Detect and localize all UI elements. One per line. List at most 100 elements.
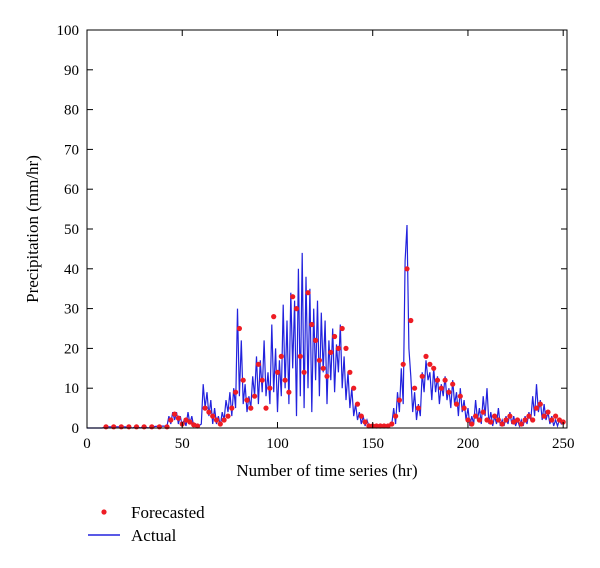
forecasted-point [419,373,425,379]
y-axis-label: Precipitation (mm/hr) [23,155,42,303]
forecasted-point [217,421,223,427]
x-tick-label: 100 [266,436,289,452]
forecasted-point [278,353,284,359]
forecasted-point [229,405,235,411]
y-tick-label: 10 [64,381,79,397]
forecasted-point [126,424,132,430]
forecasted-point [427,361,433,367]
y-tick-label: 80 [64,103,79,119]
forecasted-point [473,413,479,419]
forecasted-point [290,294,296,300]
forecasted-point [381,423,387,429]
forecasted-point [175,415,181,421]
forecasted-point [271,314,277,320]
forecasted-point [328,349,334,355]
forecasted-point [244,397,250,403]
forecasted-point [297,353,303,359]
forecasted-point [309,321,315,328]
y-tick-label: 20 [64,341,79,357]
plot-area [87,224,566,430]
x-axis-label: Number of time series (hr) [236,461,417,480]
forecasted-point [526,413,532,419]
forecasted-point [301,369,307,375]
forecasted-point [503,417,509,423]
legend-forecasted-marker [101,509,107,515]
forecasted-point [202,405,208,411]
forecasted-point [164,424,170,430]
forecasted-point [339,325,345,332]
forecasted-point [194,423,201,429]
forecasted-point [351,385,357,391]
plot-frame [86,29,568,429]
forecasted-point [320,365,326,371]
actual-series-line [87,224,564,429]
forecasted-point [149,424,155,430]
forecasted-point [412,385,418,391]
y-tick-label: 30 [64,302,79,318]
forecasted-point [259,377,265,383]
legend-forecasted-label: Forecasted [131,503,205,522]
forecasted-point [480,409,486,415]
forecasted-point [332,333,338,340]
forecasted-point [133,424,140,430]
forecasted-point [286,389,292,395]
y-tick-label: 60 [64,182,79,198]
forecasted-point [240,377,246,383]
forecasted-point [282,377,288,383]
forecasted-point [450,381,456,387]
forecasted-point [465,417,471,423]
forecasted-point [488,419,494,425]
forecasted-point [469,421,475,427]
forecasted-point [366,423,372,429]
x-tick-label: 250 [552,436,575,452]
forecasted-point [263,405,269,411]
forecasted-point [206,409,212,415]
forecasted-point [461,405,467,411]
forecasted-point [514,417,521,423]
forecasted-point [553,413,559,419]
forecasted-point [476,417,482,423]
legend: Forecasted Actual [88,503,205,545]
forecasted-point [518,421,524,427]
forecasted-point [354,401,361,407]
forecasted-point [187,419,193,425]
forecasted-point [373,423,380,429]
forecasted-point [537,401,543,407]
forecasted-point [156,424,162,430]
forecasted-point [225,413,231,419]
forecasted-point [248,405,254,411]
forecasted-point [442,377,448,383]
forecasted-point [274,369,281,375]
forecasted-point [423,353,429,359]
forecasted-point [255,361,261,367]
forecasted-point [313,337,319,343]
forecasted-point [358,413,364,419]
x-tick-label: 150 [361,436,384,452]
forecasted-point [141,424,147,430]
forecasted-point [549,417,555,423]
x-tick-label: 0 [83,436,91,452]
forecasted-point [541,413,547,419]
forecasted-point [293,306,300,312]
forecasted-point [118,424,124,430]
forecasted-point [347,369,353,375]
forecasted-point [335,345,341,351]
forecasted-point [267,385,273,391]
forecasted-point [389,421,395,427]
forecasted-point [233,389,239,395]
forecasted-point [446,389,452,395]
forecasted-point [236,325,242,332]
forecasted-point [362,419,368,425]
forecasted-point [404,266,410,272]
axis-ticks: 0 50 100 150 200 250 0 10 20 30 40 50 60 70 80 90 100 [57,23,575,452]
forecasted-point [111,424,117,430]
forecasted-point [507,413,513,419]
forecasted-point [168,417,174,423]
forecasted-point [183,417,189,423]
forecasted-point [434,377,441,383]
forecasted-point [453,401,460,407]
forecasted-point [415,405,421,411]
forecasted-point [393,413,399,419]
y-tick-label: 50 [64,222,79,238]
